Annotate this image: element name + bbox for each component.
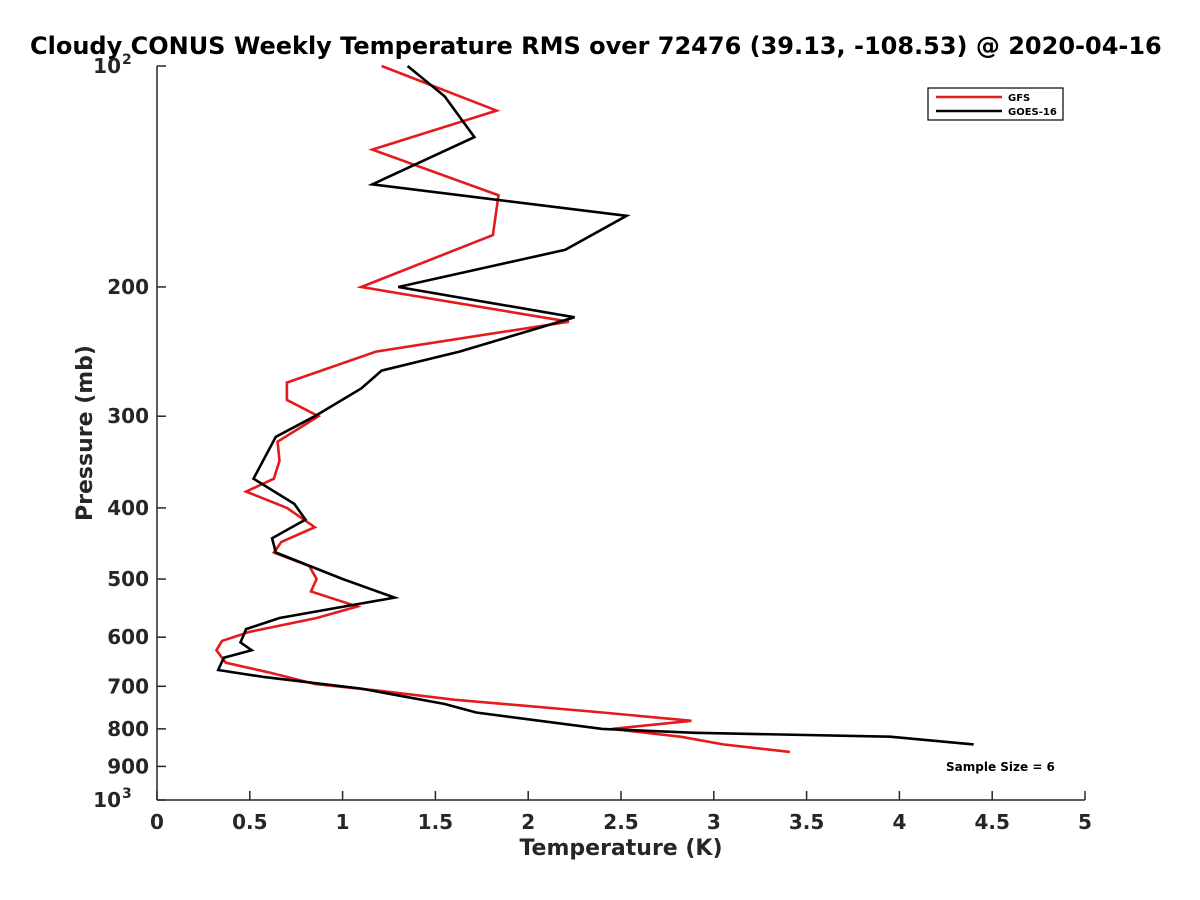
x-tick-label: 1 [336,810,350,834]
x-axis-label: Temperature (K) [519,836,722,861]
x-tick-label: 4.5 [974,810,1009,834]
y-tick-label: 800 [107,717,149,741]
y-axis-label: Pressure (mb) [73,345,98,521]
x-tick-label: 0 [150,810,164,834]
x-axis-ticks: 0 0.5 1 1.5 2 2.5 3 3.5 4 4.5 5 [150,791,1092,834]
y-tick-exponent: 2 [122,52,132,68]
legend-label-goes-16: GOES-16 [1008,107,1057,118]
y-tick-label: 900 [107,754,149,778]
x-tick-label: 0.5 [232,810,267,834]
series-line-gfs [214,64,791,754]
x-tick-label: 2 [521,810,535,834]
series-line-goes-16 [216,64,974,746]
sample-size-annotation: Sample Size = 6 [946,760,1055,774]
y-tick-exponent: 3 [122,786,132,802]
x-tick-label: 3 [707,810,721,834]
y-tick-label: 10 [93,788,121,812]
legend: GFS GOES-16 [927,87,1064,121]
plot-area [156,66,1085,801]
y-tick-label: 500 [107,567,149,591]
legend-label-gfs: GFS [1008,93,1030,104]
y-tick-label: 700 [107,674,149,698]
y-tick-label: 400 [107,496,149,520]
x-tick-label: 3.5 [789,810,824,834]
legend-box [927,87,1064,121]
series-lines [214,64,974,754]
x-tick-label: 5 [1078,810,1092,834]
y-tick-label: 10 [93,54,121,78]
chart-title: Cloudy CONUS Weekly Temperature RMS over… [30,32,1162,60]
x-tick-label: 1.5 [418,810,453,834]
x-tick-label: 4 [892,810,906,834]
y-tick-label: 300 [107,404,149,428]
y-tick-label: 600 [107,625,149,649]
y-tick-label: 200 [107,275,149,299]
x-tick-label: 2.5 [603,810,638,834]
